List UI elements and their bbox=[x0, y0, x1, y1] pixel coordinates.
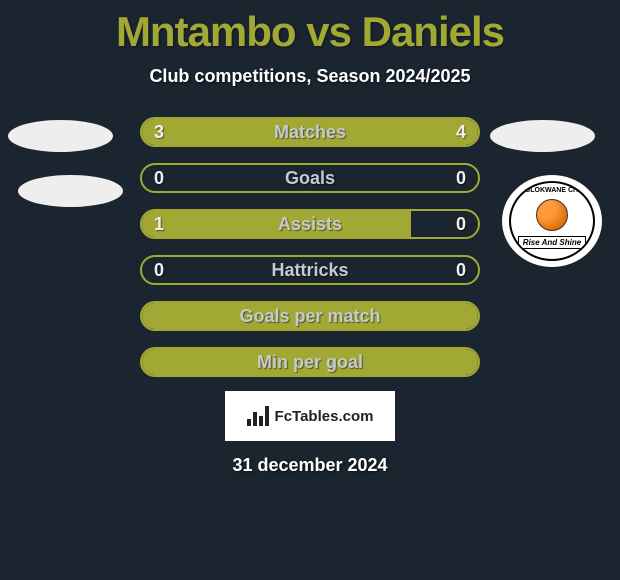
page-subtitle: Club competitions, Season 2024/2025 bbox=[0, 66, 620, 87]
team-right-ball-icon bbox=[536, 199, 568, 231]
branding-bar bbox=[247, 419, 251, 426]
stat-value-left: 0 bbox=[154, 165, 164, 191]
footer-date: 31 december 2024 bbox=[0, 455, 620, 476]
team-right-top-text: POLOKWANE CITY bbox=[520, 187, 584, 194]
stat-row: Hattricks0 0 bbox=[140, 255, 480, 285]
stat-label: Matches bbox=[142, 119, 478, 145]
stat-row: Goals0 0 bbox=[140, 163, 480, 193]
stat-value-left: 1 bbox=[154, 211, 164, 237]
branding-bar bbox=[259, 416, 263, 426]
team-left-badge bbox=[18, 175, 123, 207]
team-right-banner-text: Rise And Shine bbox=[518, 236, 586, 249]
stat-row: Min per goal bbox=[140, 347, 480, 377]
stat-row: Goals per match bbox=[140, 301, 480, 331]
stat-value-right: 0 bbox=[456, 257, 466, 283]
branding-text: FcTables.com bbox=[275, 408, 374, 425]
stat-row: Assists1 0 bbox=[140, 209, 480, 239]
stat-value-right: 4 bbox=[456, 119, 466, 145]
page-title: Mntambo vs Daniels bbox=[0, 0, 620, 56]
stat-label: Goals bbox=[142, 165, 478, 191]
player-left-avatar bbox=[8, 120, 113, 152]
stat-label: Hattricks bbox=[142, 257, 478, 283]
stat-label: Assists bbox=[142, 211, 478, 237]
stat-value-left: 0 bbox=[154, 257, 164, 283]
branding-box: FcTables.com bbox=[225, 391, 395, 441]
player-right-avatar bbox=[490, 120, 595, 152]
stat-label: Min per goal bbox=[142, 349, 478, 375]
team-right-badge: POLOKWANE CITY Rise And Shine bbox=[502, 175, 602, 267]
stat-row: Matches3 4 bbox=[140, 117, 480, 147]
branding-bars-icon bbox=[247, 406, 271, 426]
stat-value-right: 0 bbox=[456, 211, 466, 237]
branding-bar bbox=[253, 412, 257, 426]
stat-value-left: 3 bbox=[154, 119, 164, 145]
stat-label: Goals per match bbox=[142, 303, 478, 329]
branding-bar bbox=[265, 406, 269, 426]
stats-container: Matches34Goals00Assists10Hattricks00Goal… bbox=[140, 117, 480, 377]
stat-value-right: 0 bbox=[456, 165, 466, 191]
